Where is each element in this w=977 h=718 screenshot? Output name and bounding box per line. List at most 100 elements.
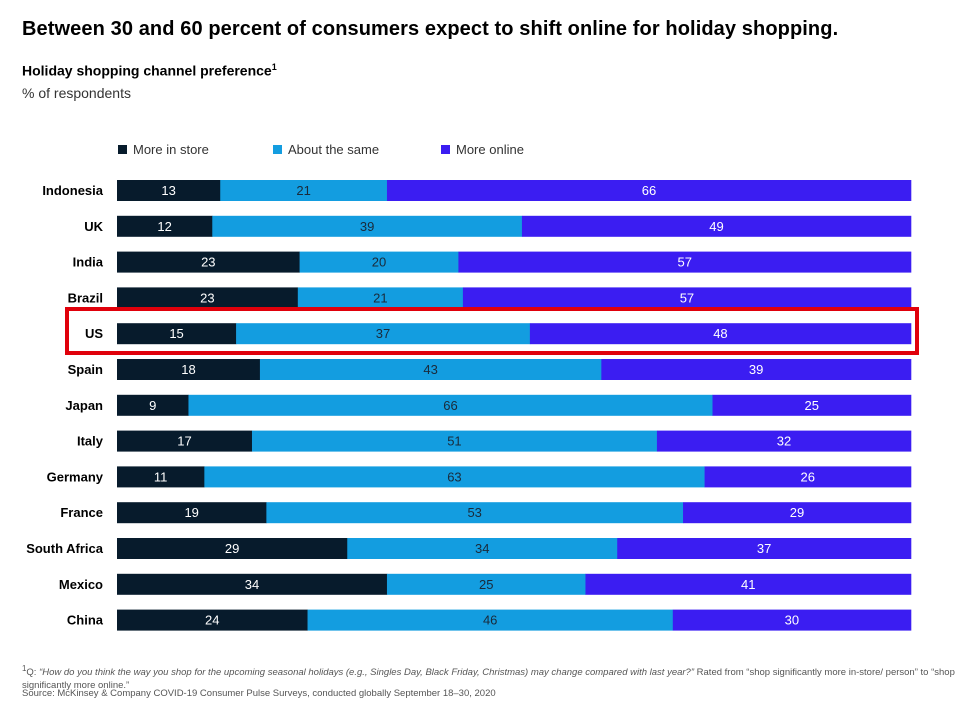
bar-value-label: 39 xyxy=(360,219,374,234)
bar-segment-mexico-more-online xyxy=(585,573,912,595)
bar-value-label: 49 xyxy=(709,219,723,234)
country-label-us: US xyxy=(85,326,103,341)
bar-segment-china-more-in-store xyxy=(117,609,308,631)
bar-segment-italy-more-in-store xyxy=(117,430,253,452)
country-label-france: France xyxy=(60,505,103,520)
bar-value-label: 48 xyxy=(713,326,727,341)
footnote-prefix: Q: xyxy=(26,667,40,679)
country-label-india: India xyxy=(73,255,104,270)
country-label-indonesia: Indonesia xyxy=(42,183,103,198)
footnote-mark: 1 xyxy=(22,664,27,673)
stacked-bar-chart: Indonesia 13 21 66 UK 12 39 49 India 23 20 57 Brazil… xyxy=(26,180,912,631)
bar-value-label: 34 xyxy=(245,577,259,592)
country-label-uk: UK xyxy=(84,219,103,234)
bar-value-label: 30 xyxy=(785,613,799,628)
bar-value-label: 57 xyxy=(677,255,691,270)
bar-value-label: 66 xyxy=(443,398,457,413)
country-label-germany: Germany xyxy=(47,469,104,484)
country-label-spain: Spain xyxy=(68,362,103,377)
footnote-question: “How do you think the way you shop for t… xyxy=(39,667,695,679)
bar-value-label: 41 xyxy=(741,577,755,592)
legend-label: About the same xyxy=(288,142,380,157)
bar-value-label: 39 xyxy=(749,362,763,377)
bar-value-label: 9 xyxy=(149,398,156,413)
country-label-mexico: Mexico xyxy=(59,577,103,592)
bar-value-label: 29 xyxy=(790,505,804,520)
bar-value-label: 53 xyxy=(467,505,481,520)
bar-value-label: 37 xyxy=(757,541,771,556)
bar-value-label: 51 xyxy=(447,434,461,449)
bar-segment-france-about-the-same xyxy=(266,502,684,524)
country-label-italy: Italy xyxy=(77,434,104,449)
bar-value-label: 25 xyxy=(805,398,819,413)
source-note: Source: McKinsey & Company COVID-19 Cons… xyxy=(22,688,496,699)
country-label-japan: Japan xyxy=(65,398,103,413)
bar-value-label: 12 xyxy=(157,219,171,234)
chart-title-footnote-mark: 1 xyxy=(271,62,277,72)
bar-value-label: 13 xyxy=(161,183,175,198)
bar-value-label: 25 xyxy=(479,577,493,592)
bar-segment-indonesia-more-in-store xyxy=(117,180,221,201)
chart-subtitle: % of respondents xyxy=(22,85,131,101)
legend-swatch xyxy=(441,145,450,154)
bar-value-label: 18 xyxy=(181,362,195,377)
bar-segment-france-more-online xyxy=(683,502,912,524)
bar-segment-germany-more-online xyxy=(704,466,912,488)
bar-segment-spain-more-online xyxy=(601,359,912,380)
bar-value-label: 24 xyxy=(205,613,219,628)
bar-segment-spain-more-in-store xyxy=(117,359,261,380)
chart-title: Holiday shopping channel preference1 xyxy=(22,62,277,79)
bar-value-label: 46 xyxy=(483,613,497,628)
bar-value-label: 17 xyxy=(177,434,191,449)
bar-value-label: 11 xyxy=(154,469,168,484)
bar-value-label: 20 xyxy=(372,255,386,270)
bar-segment-uk-about-the-same xyxy=(212,215,523,237)
legend-swatch xyxy=(273,145,282,154)
bar-segment-india-about-the-same xyxy=(299,251,459,273)
chart-title-text: Holiday shopping channel preference xyxy=(22,62,272,79)
bar-value-label: 57 xyxy=(680,290,694,305)
bar-value-label: 21 xyxy=(296,183,310,198)
bar-segment-brazil-more-in-store xyxy=(117,287,299,309)
bar-segment-uk-more-online xyxy=(521,215,912,237)
bar-segment-south-africa-more-online xyxy=(617,538,912,559)
headline: Between 30 and 60 percent of consumers e… xyxy=(22,18,839,40)
bar-value-label: 43 xyxy=(423,362,437,377)
country-label-china: China xyxy=(67,613,104,628)
bar-segment-brazil-more-online xyxy=(462,287,912,309)
bar-value-label: 37 xyxy=(376,326,390,341)
bar-value-label: 34 xyxy=(475,541,489,556)
bar-segment-south-africa-about-the-same xyxy=(347,538,618,559)
country-label-brazil: Brazil xyxy=(68,290,103,305)
bar-segment-china-more-online xyxy=(672,609,912,631)
legend-label: More in store xyxy=(133,142,209,157)
bar-segment-japan-more-in-store xyxy=(117,394,189,416)
legend-item-about-the-same: About the same xyxy=(273,142,379,157)
bar-value-label: 66 xyxy=(642,183,656,198)
bar-segment-us-about-the-same xyxy=(236,323,531,345)
bar-value-label: 23 xyxy=(201,255,215,270)
bar-segment-germany-about-the-same xyxy=(204,466,705,488)
bar-segment-us-more-online xyxy=(529,323,912,345)
us-highlight-box xyxy=(65,307,919,355)
bar-segment-india-more-online xyxy=(458,251,912,273)
legend-label: More online xyxy=(456,142,524,157)
bar-segment-indonesia-about-the-same xyxy=(220,180,388,201)
bar-segment-us-more-in-store xyxy=(117,323,237,345)
bar-value-label: 63 xyxy=(447,469,461,484)
bar-value-label: 26 xyxy=(801,469,815,484)
bar-segment-uk-more-in-store xyxy=(117,215,213,237)
bar-segment-mexico-more-in-store xyxy=(117,573,388,595)
bar-value-label: 15 xyxy=(169,326,183,341)
bar-segment-japan-more-online xyxy=(712,394,912,416)
bar-segment-france-more-in-store xyxy=(117,502,267,524)
legend-swatch xyxy=(118,145,127,154)
bar-value-label: 19 xyxy=(184,505,198,520)
bar-segment-spain-about-the-same xyxy=(259,359,602,380)
bar-segment-italy-more-online xyxy=(656,430,912,452)
bar-segment-india-more-in-store xyxy=(117,251,300,273)
bar-segment-mexico-about-the-same xyxy=(386,573,586,595)
bar-segment-indonesia-more-online xyxy=(386,180,912,201)
bar-segment-japan-about-the-same xyxy=(188,394,713,416)
footnote: 1Q: “How do you think the way you shop f… xyxy=(22,662,957,692)
